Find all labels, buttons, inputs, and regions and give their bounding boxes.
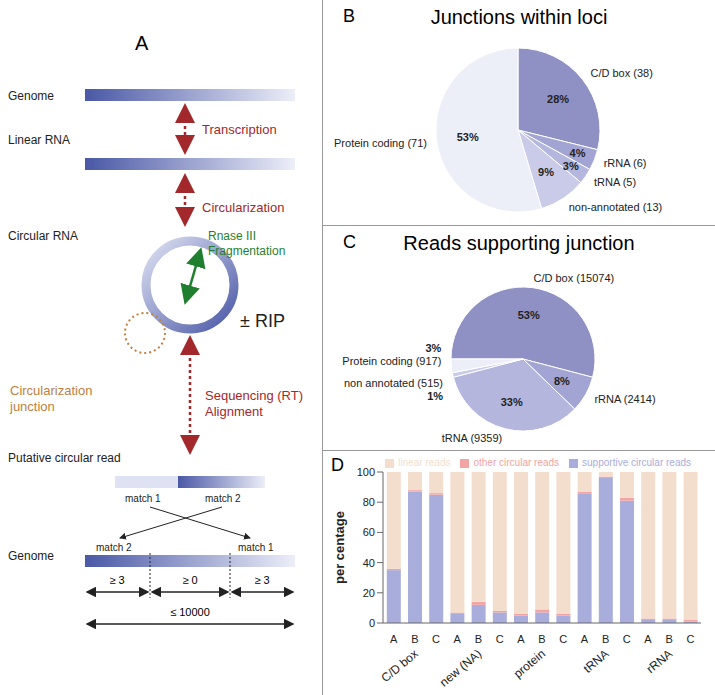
svg-text:tRNA (5): tRNA (5) xyxy=(594,176,636,188)
svg-text:Fragmentation: Fragmentation xyxy=(208,244,285,258)
svg-text:Genome: Genome xyxy=(8,89,54,103)
svg-text:protein: protein xyxy=(511,647,548,681)
svg-text:0: 0 xyxy=(369,617,375,629)
svg-text:C: C xyxy=(559,633,567,645)
svg-text:1%: 1% xyxy=(427,390,443,402)
svg-text:40: 40 xyxy=(363,557,375,569)
svg-text:80: 80 xyxy=(363,496,375,508)
html-text:Reads supporting junction: Reads supporting junction xyxy=(403,232,635,254)
svg-text:Transcription: Transcription xyxy=(202,122,277,137)
svg-text:C: C xyxy=(623,633,631,645)
svg-text:new (NA): new (NA) xyxy=(437,647,484,690)
html-text:other circular reads: other circular reads xyxy=(473,457,560,468)
svg-text:C/D box (15074): C/D box (15074) xyxy=(533,272,614,284)
html-text:Junctions within loci: Junctions within loci xyxy=(430,6,608,28)
svg-text:C/D box (38): C/D box (38) xyxy=(590,67,652,79)
svg-text:8%: 8% xyxy=(554,375,570,387)
svg-text:≥ 0: ≥ 0 xyxy=(182,574,197,586)
svg-text:≥ 3: ≥ 3 xyxy=(254,574,269,586)
svg-text:28%: 28% xyxy=(547,93,569,105)
svg-text:C: C xyxy=(496,633,504,645)
svg-text:non annotated (515): non annotated (515) xyxy=(344,377,443,389)
svg-text:4%: 4% xyxy=(570,147,586,159)
svg-text:tRNA (9359): tRNA (9359) xyxy=(442,432,503,444)
html-text:linear reads: linear reads xyxy=(398,457,451,468)
svg-text:match 2: match 2 xyxy=(205,493,241,504)
svg-text:B: B xyxy=(666,633,673,645)
svg-text:A: A xyxy=(135,32,149,54)
html-text:D: D xyxy=(331,455,344,475)
svg-text:B: B xyxy=(475,633,482,645)
svg-text:match 1: match 1 xyxy=(238,542,274,553)
svg-text:≥ 3: ≥ 3 xyxy=(109,574,124,586)
svg-text:Rnase III: Rnase III xyxy=(208,229,256,243)
svg-text:rRNA (2414): rRNA (2414) xyxy=(594,393,655,405)
svg-text:Protein coding (71): Protein coding (71) xyxy=(334,137,427,149)
html-text:supportive circular reads: supportive circular reads xyxy=(582,457,691,468)
svg-text:rRNA (6): rRNA (6) xyxy=(604,157,647,169)
svg-text:100: 100 xyxy=(357,466,375,478)
svg-text:match 2: match 2 xyxy=(96,542,132,553)
svg-text:B: B xyxy=(538,633,545,645)
svg-text:B: B xyxy=(602,633,609,645)
svg-text:Alignment: Alignment xyxy=(205,404,263,419)
svg-text:Circularization: Circularization xyxy=(10,383,92,398)
svg-text:B: B xyxy=(411,633,418,645)
svg-text:≤ 10000: ≤ 10000 xyxy=(170,606,210,618)
svg-text:Genome: Genome xyxy=(8,549,54,563)
svg-text:53%: 53% xyxy=(518,309,540,321)
svg-text:Putative circular read: Putative circular read xyxy=(8,451,121,465)
svg-text:9%: 9% xyxy=(538,166,554,178)
svg-text:A: A xyxy=(644,633,652,645)
svg-text:60: 60 xyxy=(363,526,375,538)
svg-text:per centage: per centage xyxy=(332,511,347,584)
svg-text:A: A xyxy=(517,633,525,645)
svg-text:Circularization: Circularization xyxy=(202,200,284,215)
svg-text:C: C xyxy=(686,633,694,645)
svg-text:A: A xyxy=(390,633,398,645)
svg-text:A: A xyxy=(454,633,462,645)
svg-text:Protein coding (917): Protein coding (917) xyxy=(342,355,441,367)
html-text:C: C xyxy=(343,232,356,252)
svg-text:53%: 53% xyxy=(457,131,479,143)
svg-text:junction: junction xyxy=(9,399,55,414)
svg-text:Sequencing (RT): Sequencing (RT) xyxy=(205,388,303,403)
svg-text:rRNA: rRNA xyxy=(644,647,675,677)
html-text:B: B xyxy=(343,6,355,26)
svg-text:20: 20 xyxy=(363,587,375,599)
svg-text:33%: 33% xyxy=(501,396,523,408)
svg-text:± RIP: ± RIP xyxy=(240,311,285,331)
svg-text:match 1: match 1 xyxy=(125,493,161,504)
svg-text:C: C xyxy=(432,633,440,645)
svg-text:3%: 3% xyxy=(425,342,441,354)
svg-text:non-annotated (13): non-annotated (13) xyxy=(569,201,663,213)
svg-text:A: A xyxy=(581,633,589,645)
svg-text:Linear RNA: Linear RNA xyxy=(8,133,70,147)
svg-text:tRNA: tRNA xyxy=(581,647,612,676)
svg-text:C/D box: C/D box xyxy=(379,647,421,686)
svg-text:3%: 3% xyxy=(563,160,579,172)
svg-text:Circular RNA: Circular RNA xyxy=(8,229,78,243)
